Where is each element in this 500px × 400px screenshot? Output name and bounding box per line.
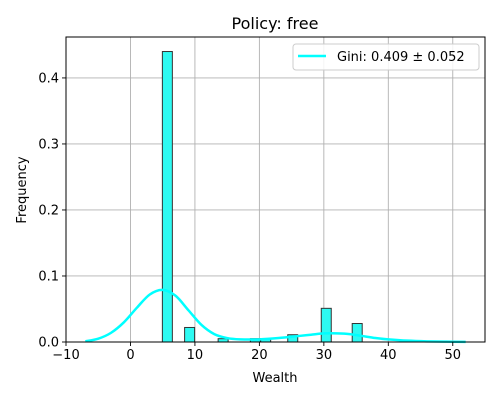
y-tick-label: 0.0 <box>38 336 59 351</box>
plot-frame <box>65 36 486 343</box>
x-tick-label: 40 <box>380 348 397 363</box>
histogram-bar <box>161 51 173 343</box>
grid-lines <box>65 37 485 343</box>
histogram-bar <box>351 323 363 343</box>
legend: Gini: 0.409 ± 0.052 <box>292 43 480 71</box>
y-axis-ticks: 0.0 0.1 0.2 0.3 0.4 <box>38 71 66 351</box>
histogram-bar <box>320 307 332 343</box>
x-tick-label: 10 <box>187 348 204 363</box>
y-tick-label: 0.1 <box>38 269 59 284</box>
y-tick-label: 0.2 <box>38 203 59 218</box>
x-tick-label: 20 <box>251 348 268 363</box>
x-axis-ticks: −10 0 10 20 30 40 50 <box>52 342 461 363</box>
kde-line <box>85 288 466 344</box>
kde-curve <box>85 288 466 344</box>
x-tick-label: 0 <box>126 348 134 363</box>
x-tick-label: 30 <box>316 348 333 363</box>
y-tick-label: 0.3 <box>38 137 59 152</box>
x-axis-label: Wealth <box>252 371 297 386</box>
legend-label: Gini: 0.409 ± 0.052 <box>337 50 465 65</box>
histogram-bar <box>184 326 196 343</box>
legend-box <box>292 43 480 71</box>
x-tick-label: 50 <box>444 348 461 363</box>
y-tick-label: 0.4 <box>38 71 59 86</box>
y-axis-label: Frequency <box>15 156 30 223</box>
x-tick-label: −10 <box>52 348 79 363</box>
chart-title: Policy: free <box>232 14 319 33</box>
histogram-bars <box>161 51 363 343</box>
